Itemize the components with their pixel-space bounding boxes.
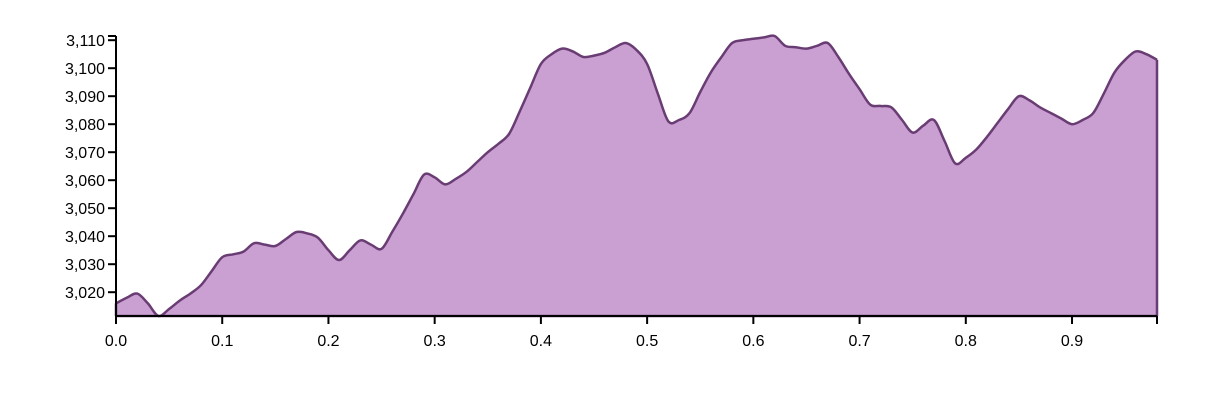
x-tick-label: 0.4 [530, 333, 552, 350]
x-tick-label: 0.6 [742, 333, 764, 350]
x-tick-label: 0.0 [105, 333, 127, 350]
x-tick-label: 0.5 [636, 333, 658, 350]
y-tick-label: 3,050 [65, 201, 105, 218]
y-tick-label: 3,060 [65, 173, 105, 190]
x-axis: 0.0 0.1 0.2 0.3 0.4 0.5 0.6 0.7 0.8 0.9 [105, 315, 1158, 350]
x-tick-label: 0.7 [848, 333, 870, 350]
y-tick-label: 3,100 [65, 61, 105, 78]
series-line [115, 34, 1158, 318]
y-tick-label: 3,040 [65, 229, 105, 246]
y-tick-label: 3,080 [65, 117, 105, 134]
y-tick-label: 3,070 [65, 145, 105, 162]
y-tick-label: 3,110 [66, 33, 105, 50]
y-tick-label: 3,030 [65, 257, 105, 274]
plot-area [114, 34, 1159, 318]
x-tick-label: 0.1 [211, 333, 233, 350]
x-tick-label: 0.3 [424, 333, 446, 350]
y-tick-label: 3,090 [65, 89, 105, 106]
x-tick-label: 0.8 [955, 333, 977, 350]
x-tick-label: 0.9 [1061, 333, 1083, 350]
x-tick-label: 0.2 [317, 333, 339, 350]
y-axis: 3,020 3,030 3,040 3,050 3,060 3,070 3,080 3,090… [65, 33, 117, 316]
area-fill [116, 35, 1157, 317]
y-tick-label: 3,020 [65, 285, 105, 302]
